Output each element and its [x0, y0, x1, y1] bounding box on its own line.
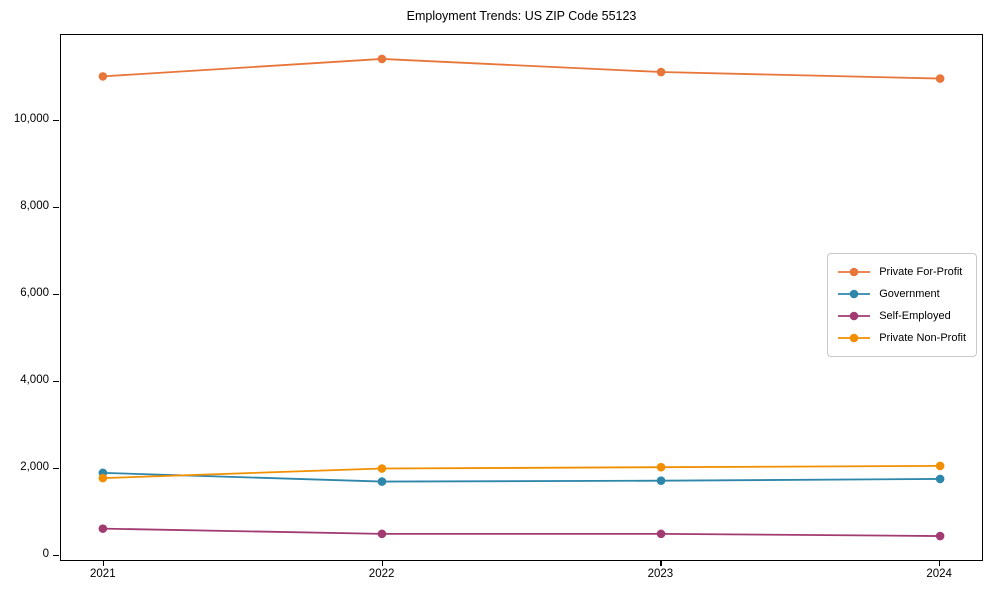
x-tick-label: 2023: [647, 568, 674, 580]
y-tick-mark: [53, 119, 59, 121]
data-point-marker: [935, 461, 945, 471]
legend-item: Self-Employed: [836, 305, 966, 327]
line-series-private-non-profit: [102, 464, 941, 479]
data-point-marker: [656, 462, 666, 472]
data-point-marker: [656, 67, 666, 77]
line-series-government: [102, 471, 941, 483]
y-tick-label: 8,000: [20, 199, 49, 212]
legend-label: Self-Employed: [879, 310, 951, 322]
data-point-marker: [935, 74, 945, 83]
line-series-private-for-profit: [102, 58, 941, 80]
legend-item: Government: [836, 283, 966, 305]
data-point-marker: [935, 474, 945, 484]
y-tick-label: 4,000: [20, 373, 49, 386]
y-tick-mark: [53, 293, 59, 295]
y-tick-mark: [53, 467, 59, 469]
legend-item: Private For-Profit: [836, 261, 966, 283]
legend-line-sample: [838, 267, 871, 277]
y-tick-label: 10,000: [13, 112, 49, 125]
data-point-marker: [377, 54, 387, 64]
x-tick-mark: [102, 560, 104, 566]
legend-label: Private For-Profit: [879, 266, 963, 278]
y-tick-mark: [53, 554, 59, 556]
x-tick-mark: [939, 560, 941, 566]
data-point-marker: [656, 529, 666, 539]
x-tick-mark: [660, 560, 662, 566]
plot-area: 0 2,000 4,000 6,000 8,000 10,000 2021 2022 2023…: [14, 34, 983, 580]
legend-line-sample: [838, 333, 871, 343]
legend-marker-icon: [849, 267, 859, 277]
y-tick-label: 2,000: [20, 460, 49, 473]
y-tick-mark: [53, 380, 59, 382]
legend-label: Private Non-Profit: [879, 332, 966, 344]
legend-line-sample: [838, 289, 871, 299]
legend-label: Government: [879, 288, 940, 300]
x-tick-mark: [381, 560, 383, 566]
y-tick-label: 6,000: [20, 286, 49, 299]
y-tick-mark: [53, 206, 59, 208]
data-point-marker: [377, 477, 387, 486]
data-point-marker: [377, 529, 387, 539]
chart-svg: [98, 54, 945, 541]
legend-marker-icon: [849, 333, 859, 343]
x-tick-label: 2024: [926, 568, 952, 580]
chart-title: Employment Trends: US ZIP Code 55123: [406, 9, 637, 23]
legend-marker-icon: [849, 289, 859, 299]
y-tick-label: 0: [42, 547, 49, 560]
data-point-marker: [98, 72, 108, 81]
legend-marker-icon: [849, 311, 859, 321]
x-tick-label: 2021: [90, 568, 116, 580]
data-point-marker: [656, 476, 666, 486]
line-series-self-employed: [102, 527, 941, 537]
data-point-marker: [935, 531, 945, 541]
legend-item: Private Non-Profit: [836, 327, 966, 349]
x-tick-label: 2022: [368, 568, 395, 580]
legend: Private For-Profit Government Self-Employe…: [827, 253, 977, 357]
data-point-marker: [98, 473, 108, 483]
data-point-marker: [377, 464, 387, 473]
data-point-marker: [98, 524, 108, 533]
legend-line-sample: [838, 311, 871, 321]
